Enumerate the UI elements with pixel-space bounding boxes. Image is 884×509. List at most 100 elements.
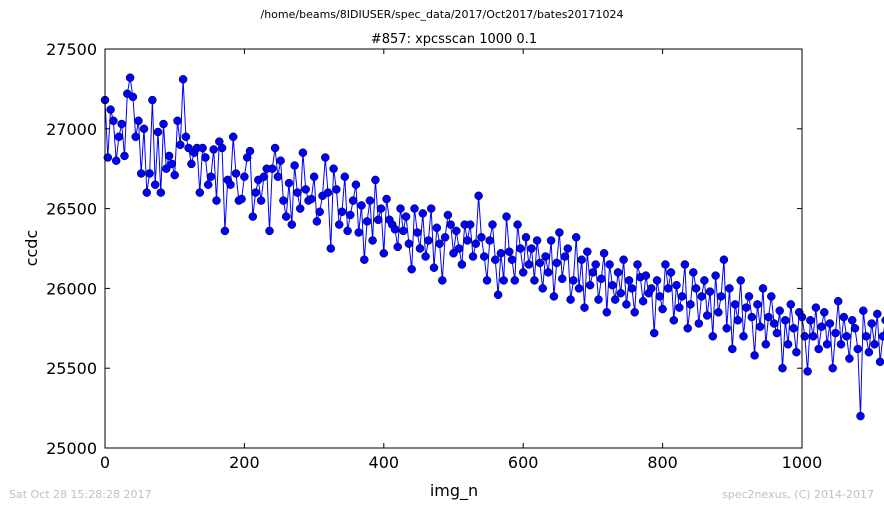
- data-point: [792, 347, 801, 357]
- data-point: [376, 204, 386, 213]
- data-point: [527, 244, 536, 253]
- data-point: [530, 276, 539, 285]
- data-point: [488, 220, 497, 229]
- data-point: [672, 280, 681, 290]
- data-point: [825, 319, 835, 328]
- data-point: [663, 284, 673, 293]
- data-point: [371, 175, 380, 185]
- data-point: [295, 204, 305, 213]
- data-point: [822, 340, 832, 349]
- data-point: [622, 300, 631, 309]
- data-point: [307, 194, 316, 204]
- footer-timestamp: Sat Oct 28 15:28:28 2017: [9, 488, 152, 501]
- data-point: [764, 312, 773, 322]
- data-point: [755, 322, 765, 331]
- data-point: [474, 191, 483, 201]
- data-point: [379, 249, 389, 258]
- figure-suptitle: /home/beams/8IDIUSER/spec_data/2017/Oct2…: [260, 8, 624, 21]
- data-point: [814, 344, 823, 354]
- data-point: [649, 328, 659, 338]
- data-point: [803, 367, 812, 376]
- data-point: [170, 170, 179, 180]
- x-tick-label: 400: [369, 453, 400, 472]
- data-point: [566, 295, 575, 304]
- data-point: [187, 159, 196, 169]
- data-point: [833, 296, 843, 306]
- data-point: [599, 249, 609, 258]
- data-point: [340, 172, 350, 181]
- data-point: [616, 288, 626, 298]
- data-point: [811, 303, 821, 312]
- data-point: [201, 153, 210, 162]
- data-point: [421, 252, 430, 261]
- data-point: [251, 188, 260, 197]
- data-point: [150, 180, 160, 189]
- data-point: [424, 236, 433, 245]
- data-point: [477, 233, 486, 242]
- data-point: [293, 188, 302, 197]
- data-point: [407, 264, 416, 274]
- data-point: [700, 276, 709, 285]
- data-point: [817, 322, 826, 331]
- data-point: [159, 119, 168, 129]
- data-point: [881, 316, 884, 325]
- data-point: [588, 268, 598, 277]
- data-point: [348, 196, 358, 205]
- data-point: [583, 247, 592, 256]
- data-point: [786, 300, 796, 309]
- data-point: [131, 132, 140, 142]
- data-point: [449, 249, 458, 258]
- data-point: [557, 274, 567, 284]
- data-point: [613, 268, 623, 277]
- data-point: [329, 164, 338, 173]
- data-point: [273, 172, 283, 181]
- plot-frame: [104, 48, 803, 449]
- data-point: [496, 249, 506, 258]
- data-point: [850, 324, 860, 333]
- x-tick-label: 0: [100, 453, 110, 472]
- data-point: [173, 116, 182, 126]
- data-point: [705, 287, 715, 296]
- data-point: [128, 92, 138, 102]
- data-point: [594, 295, 603, 304]
- data-point: [117, 119, 126, 129]
- data-point: [577, 255, 586, 264]
- data-point: [231, 169, 241, 178]
- data-point: [722, 324, 731, 333]
- data-point: [602, 308, 612, 317]
- data-point: [446, 220, 455, 229]
- data-point: [206, 172, 216, 181]
- data-point: [555, 228, 564, 237]
- data-point: [315, 207, 324, 217]
- y-tick-label: 26500: [46, 200, 97, 219]
- data-point: [733, 316, 743, 325]
- data-point: [164, 151, 174, 161]
- data-point: [432, 223, 442, 233]
- data-point: [357, 201, 366, 210]
- data-point: [326, 244, 336, 253]
- data-point: [864, 347, 874, 357]
- data-point: [647, 284, 656, 293]
- y-tick-label: 25000: [46, 439, 97, 458]
- data-point: [351, 180, 361, 189]
- data-point: [775, 306, 784, 315]
- data-point: [716, 292, 726, 301]
- data-point: [153, 127, 163, 137]
- x-tick-label: 800: [647, 453, 678, 472]
- data-point: [513, 220, 522, 229]
- data-point: [518, 268, 528, 277]
- data-point: [452, 226, 461, 236]
- data-point: [630, 308, 639, 317]
- data-point: [443, 210, 453, 220]
- data-point: [758, 284, 768, 293]
- data-point: [237, 194, 246, 204]
- data-point: [454, 244, 464, 253]
- data-point: [800, 332, 810, 341]
- data-point: [867, 319, 876, 328]
- data-point: [312, 217, 322, 226]
- data-point: [410, 204, 419, 213]
- data-point: [633, 260, 642, 269]
- data-point: [438, 276, 447, 285]
- data-point: [220, 226, 230, 236]
- data-point: [181, 132, 191, 142]
